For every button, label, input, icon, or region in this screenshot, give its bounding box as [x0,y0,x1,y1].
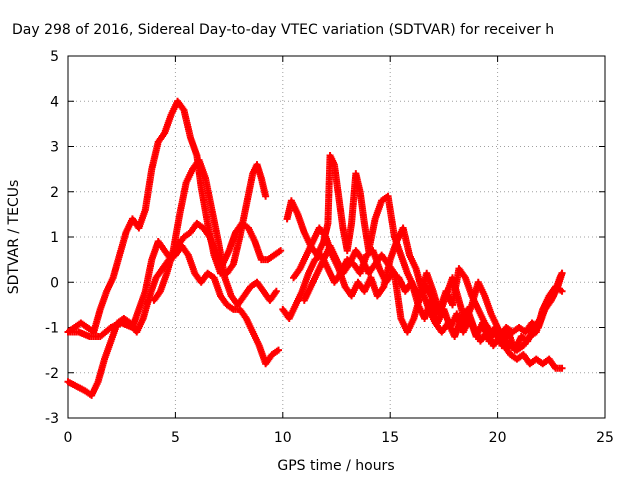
y-tick-label: 1 [50,230,59,246]
y-tick-label: -3 [45,411,59,427]
series-8 [300,242,566,354]
data-point [558,364,566,372]
y-tick-label: 3 [50,140,59,156]
series-4 [150,156,280,309]
y-tick-label: 5 [50,49,59,65]
data-point [272,287,280,295]
y-tick-label: -1 [45,321,59,337]
x-tick-label: 5 [171,430,180,446]
x-tick-label: 15 [381,430,399,446]
y-tick-label: 2 [50,185,59,201]
x-tick-label: 0 [64,430,73,446]
y-tick-label: 4 [50,94,59,110]
series-7 [290,224,566,350]
data-point [558,287,566,295]
y-axis-label: SDTVAR / TECUs [6,180,22,295]
data-point [558,269,566,277]
x-tick-label: 10 [274,430,292,446]
data-marks [64,97,566,399]
data-point [262,192,270,200]
y-tick-label: -2 [45,366,59,382]
series-1 [64,97,270,336]
data-point [277,247,285,255]
axis-ticks: 0 5 10 15 20 25 -3 -2 -1 0 1 2 3 4 5 [45,49,614,446]
x-tick-label: 25 [596,430,614,446]
data-point [275,346,283,354]
grid-lines [68,56,605,418]
y-tick-label: 0 [50,275,59,291]
chart-title: Day 298 of 2016, Sidereal Day-to-day VTE… [12,22,554,38]
x-tick-label: 20 [489,430,507,446]
x-axis-label: GPS time / hours [277,458,394,474]
series-3 [64,242,283,399]
